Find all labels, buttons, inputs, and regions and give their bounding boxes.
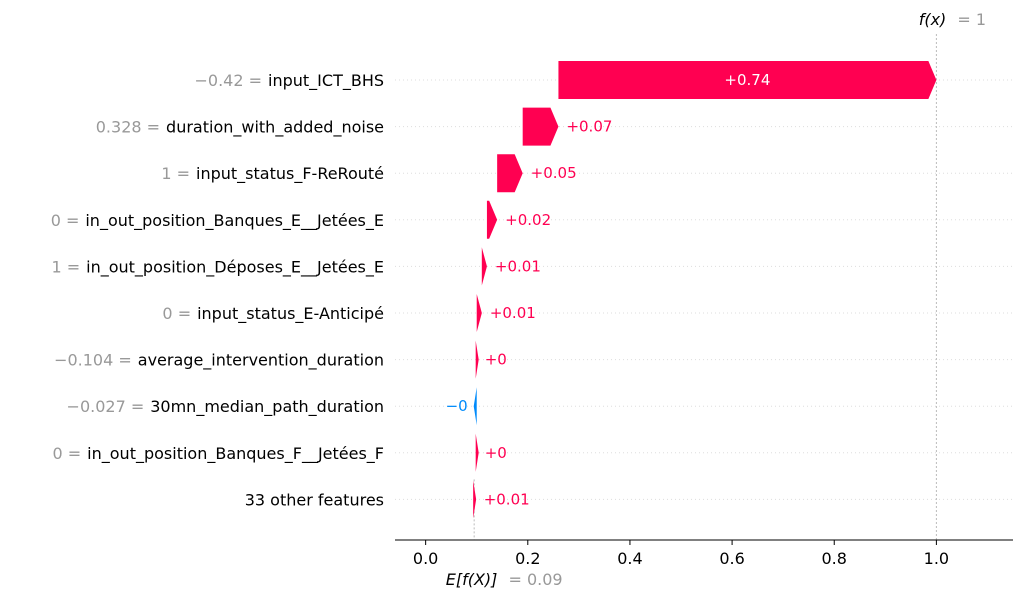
feature-label: −0.104 = average_intervention_duration — [54, 351, 384, 371]
fx-eq: = 1 — [957, 10, 986, 29]
feature-name: duration_with_added_noise — [166, 118, 384, 138]
feature-value: 1 = — [161, 164, 190, 183]
contribution-bar — [486, 200, 498, 239]
x-axis: 0.0 0.2 0.4 0.6 0.8 1.0 — [395, 539, 1013, 568]
contribution-bar — [522, 107, 559, 146]
feature-label: 0.328 = duration_with_added_noise — [96, 118, 384, 138]
x-tick-label: 1.0 — [924, 549, 949, 568]
contribution-label: +0 — [485, 351, 507, 369]
contribution-bar — [473, 387, 477, 426]
feature-value: 1 = — [51, 257, 80, 276]
feature-name: input_status_E-Anticipé — [197, 304, 384, 324]
base-func: E[f(X)] — [446, 570, 498, 589]
feature-label: 1 = in_out_position_Déposes_E__Jetées_E — [51, 257, 384, 277]
feature-label: 0 = in_out_position_Banques_F__Jetées_F — [53, 444, 385, 464]
base-eq: = 0.09 — [508, 570, 562, 589]
contribution-bar — [558, 61, 937, 99]
base-value-annotation: E[f(X)] = 0.09 — [446, 570, 563, 589]
contribution-bar — [475, 433, 479, 472]
row-gridlines — [395, 79, 1013, 500]
feature-name: input_ICT_BHS — [268, 71, 384, 91]
feature-label: 0 = input_status_E-Anticipé — [162, 304, 384, 324]
feature-name: 30mn_median_path_duration — [150, 397, 384, 417]
contribution-label: +0.74 — [724, 71, 770, 89]
contribution-bar — [481, 247, 487, 286]
feature-label: −0.42 = input_ICT_BHS — [194, 71, 384, 91]
feature-label: 0 = in_out_position_Banques_E__Jetées_E — [51, 211, 384, 231]
feature-labels: −0.42 = input_ICT_BHS 0.328 = duration_with… — [51, 71, 384, 509]
contribution-label: +0.02 — [505, 211, 551, 229]
feature-label: 1 = input_status_F-ReRouté — [161, 164, 384, 184]
x-tick-label: 0.0 — [413, 549, 438, 568]
feature-name: in_out_position_Banques_E__Jetées_E — [85, 211, 384, 231]
feature-value: −0.027 = — [67, 397, 145, 416]
feature-label: 33 other features — [245, 490, 384, 509]
fx-annotation: f(x) = 1 — [919, 10, 986, 29]
feature-value: 0.328 = — [96, 118, 160, 137]
contribution-bar — [476, 294, 482, 332]
contribution-label: +0.05 — [531, 164, 577, 182]
feature-label: −0.027 = 30mn_median_path_duration — [67, 397, 384, 417]
fx-func: f(x) — [919, 10, 947, 29]
contribution-label: +0.01 — [484, 490, 530, 508]
feature-name: average_intervention_duration — [138, 351, 384, 371]
feature-value: 0 = — [162, 304, 191, 323]
contribution-label: +0.01 — [490, 304, 536, 322]
contribution-bar — [475, 340, 479, 379]
contribution-label: +0 — [485, 444, 507, 462]
contribution-label: +0.01 — [495, 257, 541, 275]
reference-lines — [473, 34, 937, 540]
contribution-label: −0 — [446, 397, 468, 415]
x-tick-label: 0.2 — [515, 549, 540, 568]
x-ticks: 0.0 0.2 0.4 0.6 0.8 1.0 — [413, 540, 949, 568]
contribution-bar — [497, 154, 523, 193]
feature-value: −0.42 = — [194, 71, 262, 90]
contribution-label: +0.07 — [566, 118, 612, 136]
feature-value: 0 = — [51, 211, 80, 230]
feature-name: input_status_F-ReRouté — [196, 164, 384, 184]
feature-value: 0 = — [53, 444, 82, 463]
feature-name: in_out_position_Banques_F__Jetées_F — [87, 444, 384, 464]
contribution-bar — [473, 480, 477, 519]
feature-name: in_out_position_Déposes_E__Jetées_E — [86, 257, 384, 277]
x-tick-label: 0.6 — [719, 549, 744, 568]
x-tick-label: 0.4 — [617, 549, 642, 568]
x-tick-label: 0.8 — [822, 549, 847, 568]
contribution-bars: +0.74 +0.07 +0.05 +0.02 +0.01 +0.01 +0 −0 +0 +0.0… — [446, 61, 937, 519]
feature-name: 33 other features — [245, 490, 384, 509]
feature-value: −0.104 = — [54, 351, 132, 370]
